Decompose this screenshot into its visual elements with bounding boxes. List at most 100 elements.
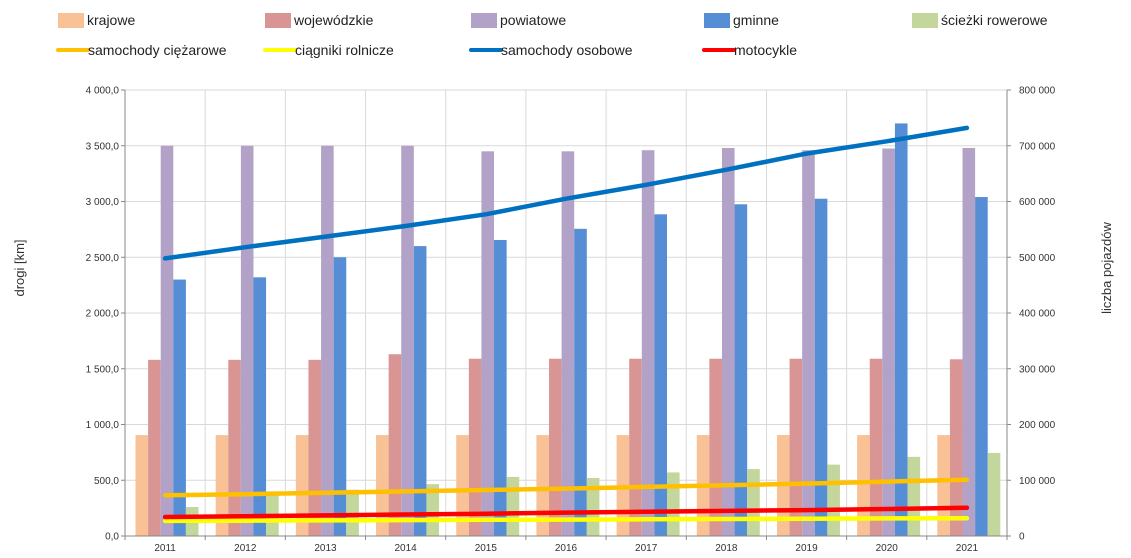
bar-sciezki-rowerowe: [907, 456, 921, 536]
bar-wojewodzkie: [468, 358, 482, 536]
bar-powiatowe: [641, 150, 655, 536]
axes: 0,0 0 500,0 100 000 1 000,0 200 000 1 500,0 300…: [86, 86, 1056, 555]
bar-powiatowe: [721, 147, 735, 537]
x-tick-label: 2017: [635, 543, 658, 554]
bar-wojewodzkie: [949, 359, 963, 536]
bar-powiatowe: [240, 145, 254, 536]
bars: [135, 123, 1001, 537]
legend-label-wojewodzkie: wojewódzkie: [293, 12, 374, 28]
y-tick-label: 500,0: [94, 476, 119, 487]
bar-wojewodzkie: [388, 354, 402, 536]
bar-gminne: [333, 257, 347, 536]
y-axis-title: drogi [km]: [12, 239, 27, 296]
bar-sciezki-rowerowe: [426, 484, 440, 536]
bar-wojewodzkie: [789, 358, 803, 536]
bar-gminne: [734, 204, 748, 536]
legend-swatch-krajowe: [58, 13, 84, 28]
bar-powiatowe: [802, 150, 815, 536]
y2-tick-label: 300 000: [1019, 364, 1056, 375]
y-tick-label: 0,0: [105, 532, 119, 543]
bar-gminne: [413, 246, 427, 536]
y2-tick-label: 400 000: [1019, 309, 1056, 320]
legend-label-krajowe: krajowe: [87, 12, 135, 28]
bar-krajowe: [135, 435, 149, 536]
y2-tick-label: 800 000: [1019, 86, 1056, 97]
bar-wojewodzkie: [228, 359, 241, 536]
legend-swatch-sciezki-rowerowe: [912, 13, 938, 28]
y2-tick-label: 700 000: [1019, 141, 1056, 152]
line-motocykle: [162, 505, 970, 520]
legend-label-sciezki-rowerowe: ścieżki rowerowe: [941, 12, 1048, 28]
bar-gminne: [975, 197, 988, 537]
x-tick-label: 2019: [795, 543, 818, 554]
bar-gminne: [494, 239, 507, 536]
bar-powiatowe: [561, 151, 575, 536]
legend: krajowe wojewódzkie powiatowe gminne ścieżki…: [56, 12, 1048, 58]
legend-label-motocykle: motocykle: [734, 42, 797, 58]
bar-gminne: [894, 123, 908, 536]
y-tick-label: 1 000,0: [86, 420, 120, 431]
bar-gminne: [574, 228, 587, 536]
bar-krajowe: [376, 435, 389, 536]
bar-sciezki-rowerowe: [827, 464, 840, 536]
legend-swatch-gminne: [704, 13, 730, 28]
y2-axis-title: liczba pojazdów: [1099, 222, 1114, 314]
bar-wojewodzkie: [629, 358, 642, 536]
line-ciagniki-rolnicze: [162, 515, 970, 524]
lines: [162, 125, 970, 524]
y-tick-label: 1 500,0: [86, 364, 120, 375]
bar-sciezki-rowerowe: [506, 476, 520, 536]
bar-wojewodzkie: [869, 358, 883, 536]
legend-label-powiatowe: powiatowe: [500, 12, 566, 28]
y-tick-label: 3 500,0: [86, 141, 120, 152]
x-tick-label: 2014: [395, 543, 418, 554]
legend-swatch-powiatowe: [471, 13, 497, 28]
y2-tick-label: 200 000: [1019, 420, 1056, 431]
bar-sciezki-rowerowe: [666, 472, 680, 536]
bar-powiatowe: [481, 151, 495, 536]
bar-krajowe: [215, 435, 229, 536]
bar-powiatowe: [321, 145, 334, 536]
y2-tick-label: 0: [1019, 532, 1025, 543]
x-tick-label: 2013: [314, 543, 337, 554]
bar-gminne: [654, 214, 667, 536]
bar-sciezki-rowerowe: [987, 452, 1001, 536]
x-tick-label: 2018: [715, 543, 738, 554]
x-tick-label: 2015: [475, 543, 498, 554]
legend-label-samochody-ciezarowe: samochody ciężarowe: [88, 42, 227, 58]
line-samochody-osobowe: [162, 125, 970, 261]
bar-powiatowe: [401, 145, 414, 536]
bar-gminne: [253, 277, 267, 536]
x-tick-label: 2016: [555, 543, 578, 554]
bar-wojewodzkie: [709, 358, 722, 536]
bar-krajowe: [857, 435, 870, 536]
bar-gminne: [814, 198, 828, 536]
bar-krajowe: [456, 435, 469, 536]
y2-tick-label: 100 000: [1019, 476, 1056, 487]
y-tick-label: 2 500,0: [86, 253, 120, 264]
y-tick-label: 2 000,0: [86, 309, 120, 320]
bar-krajowe: [937, 435, 950, 536]
bar-wojewodzkie: [549, 358, 562, 536]
legend-label-gminne: gminne: [733, 12, 779, 28]
x-tick-label: 2011: [154, 543, 176, 554]
bar-powiatowe: [160, 145, 174, 536]
line-samochody-ciezarowe: [162, 477, 970, 498]
bar-gminne: [173, 279, 186, 536]
y-tick-label: 3 000,0: [86, 197, 120, 208]
bar-wojewodzkie: [148, 359, 161, 536]
y-tick-label: 4 000,0: [86, 86, 120, 97]
bar-powiatowe: [962, 147, 976, 537]
bar-sciezki-rowerowe: [747, 469, 760, 536]
legend-label-ciagniki-rolnicze: ciągniki rolnicze: [295, 42, 394, 58]
x-tick-label: 2021: [956, 543, 979, 554]
legend-swatch-wojewodzkie: [265, 13, 291, 28]
bar-krajowe: [295, 435, 309, 536]
x-tick-label: 2020: [876, 543, 899, 554]
bar-powiatowe: [882, 148, 895, 536]
legend-label-samochody-osobowe: samochody osobowe: [501, 42, 633, 58]
y2-tick-label: 500 000: [1019, 253, 1056, 264]
bar-wojewodzkie: [308, 359, 322, 536]
x-tick-label: 2012: [234, 543, 257, 554]
